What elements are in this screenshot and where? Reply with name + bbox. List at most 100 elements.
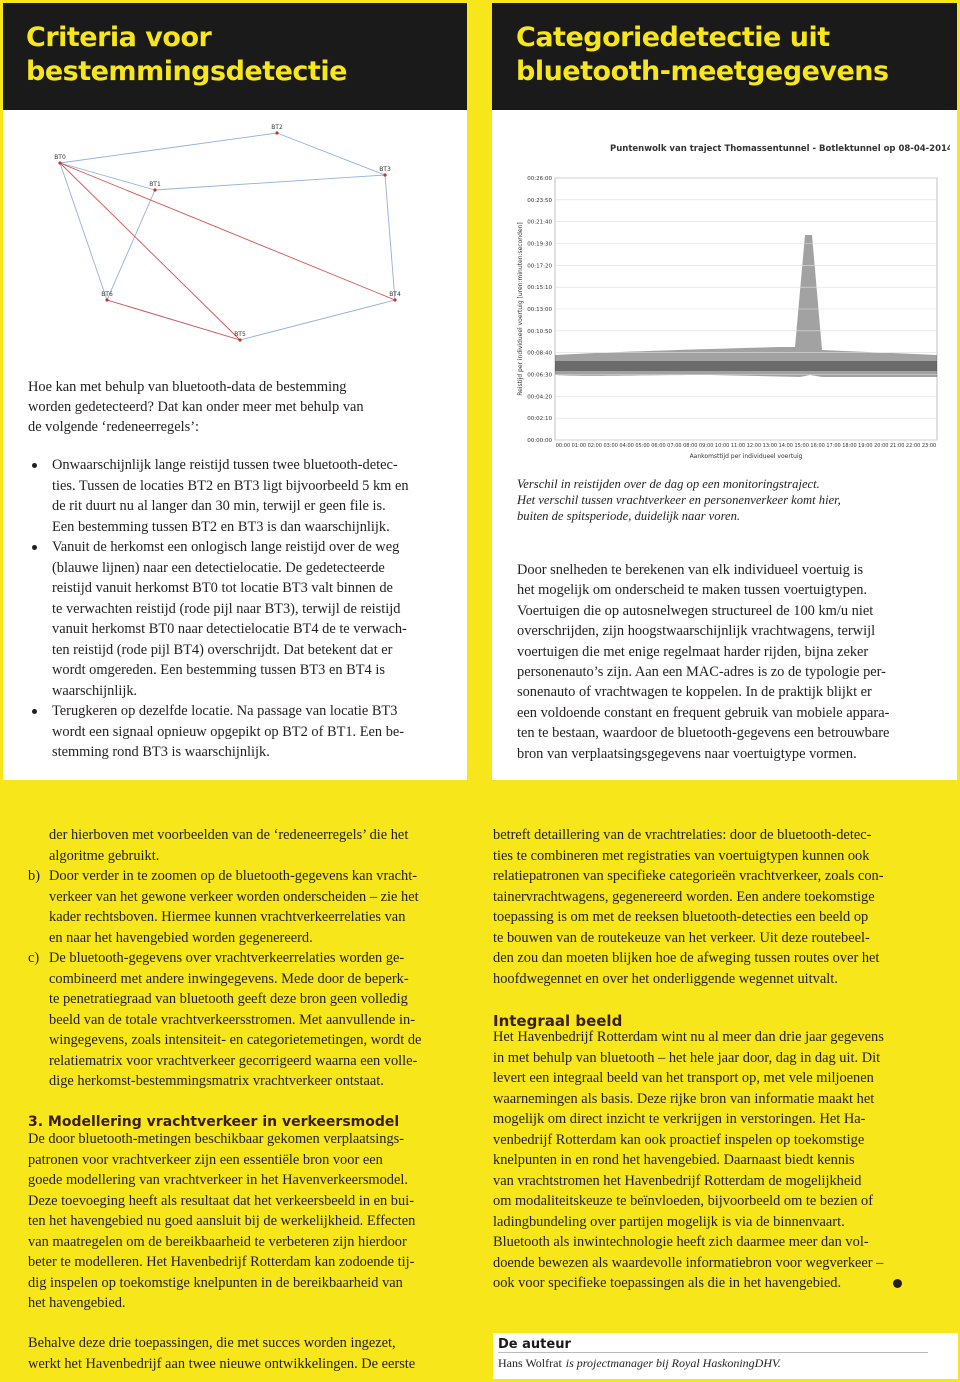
list-marker: c) — [28, 950, 40, 966]
panel-title: bestemmingsdetectie — [26, 56, 347, 87]
x-tick-label: 23:00 — [922, 443, 936, 449]
text-line: algoritme gebruikt. — [49, 847, 160, 864]
text-line: overschrijden, zijn hoogstwaarschijnlijk… — [517, 623, 876, 640]
x-tick-label: 05:00 — [635, 443, 649, 449]
text-line: dige herkomst-bestemmingsmatrix vrachtve… — [49, 1073, 384, 1089]
y-tick-label: 00:19:30 — [527, 242, 552, 248]
x-tick-label: 11:00 — [731, 443, 745, 449]
text-line: ten het havengebied nu goed aansluit bij… — [28, 1213, 416, 1229]
chart-title: Puntenwolk van traject Thomassentunnel -… — [610, 144, 950, 154]
text-line: Vanuit de herkomst een onlogisch lange r… — [52, 539, 400, 555]
text-line: Hoe kan met behulp van bluetooth-data de… — [28, 379, 347, 395]
caption-line: Verschil in reistijden over de dag op ee… — [517, 477, 820, 491]
y-tick-label: 00:00:00 — [527, 438, 552, 444]
y-tick-label: 00:02:10 — [527, 416, 552, 422]
text-line: ten reistijd (rode pijl BT4) overschrijd… — [52, 641, 393, 658]
text-line: Onwaarschijnlijk lange reistijd tussen t… — [52, 457, 398, 473]
text-line: sonenauto of vrachtwagen te koppelen. In… — [517, 684, 872, 701]
text-line: stemming rond BT3 is waarschijnlijk. — [52, 744, 270, 760]
text-line: het mogelijk om onderscheid te maken tus… — [517, 582, 868, 599]
text-line: te penetratiegraad van bluetooth geeft d… — [49, 991, 408, 1007]
node-label: BT3 — [379, 166, 391, 173]
text-line: ladingbundeling over partijen mogelijk i… — [493, 1213, 845, 1230]
text-line: patronen voor vrachtverkeer zijn een ess… — [28, 1151, 383, 1168]
x-tick-label: 20:00 — [874, 443, 888, 449]
text-line: knelpunten in en rond het havengebied. D… — [493, 1152, 855, 1168]
text-line: ties. Tussen de locaties BT2 en BT3 ligt… — [52, 477, 409, 494]
x-tick-label: 18:00 — [842, 443, 856, 449]
divider — [498, 1352, 928, 1353]
text-line: levert een integraal beeld van het trans… — [493, 1070, 874, 1086]
title-bar — [3, 3, 467, 110]
text-line: den zou dan moeten blijken hoe de afwegi… — [493, 950, 880, 966]
y-tick-label: 00:15:10 — [527, 285, 552, 291]
section-heading: 3. Modellering vrachtverkeer in verkeers… — [28, 1114, 400, 1130]
text-line: hoofdwegennet en over het onderliggende … — [493, 970, 838, 987]
text-line: Terugkeren op dezelfde locatie. Na passa… — [52, 703, 398, 719]
list-marker: b) — [28, 868, 40, 884]
node — [393, 298, 397, 302]
text-line: het havengebied. — [28, 1295, 126, 1311]
x-tick-label: 19:00 — [858, 443, 872, 449]
x-tick-label: 00:00 — [556, 443, 570, 449]
text-line: voertuigen die met enige regelmaat harde… — [517, 643, 869, 660]
text-line: en naar het havengebied worden gegeneree… — [49, 929, 313, 946]
y-tick-label: 00:08:40 — [527, 351, 552, 357]
scatter-chart: Puntenwolk van traject Thomassentunnel -… — [517, 144, 950, 460]
node-label: BT5 — [234, 331, 246, 338]
x-tick-label: 10:00 — [715, 443, 729, 449]
node — [238, 338, 242, 342]
text-line: ties te combineren met registraties van … — [493, 847, 870, 864]
node-label: BT2 — [271, 124, 283, 131]
x-axis-label: Aankomsttijd per individueel voertuig — [690, 453, 803, 460]
x-tick-label: 06:00 — [651, 443, 665, 449]
x-tick-label: 17:00 — [826, 443, 840, 449]
y-tick-label: 00:06:30 — [527, 373, 552, 379]
text-line: werkt het Havenbedrijf aan twee nieuwe o… — [28, 1355, 416, 1372]
text-line: in met behulp van bluetooth – het hele j… — [493, 1049, 881, 1066]
text-line: Deze toevoeging heeft als resultaat dat … — [28, 1192, 414, 1209]
text-line: bron van verplaatsingsgegevens naar voer… — [517, 745, 857, 762]
x-tick-label: 08:00 — [683, 443, 697, 449]
node — [58, 161, 62, 165]
text-line: dig inspelen op toekomstige knelpunten i… — [28, 1274, 403, 1291]
text-line: Voertuigen die op autosnelwegen structur… — [517, 602, 874, 619]
node — [275, 131, 279, 135]
node — [105, 298, 109, 302]
node-label: BT4 — [389, 291, 401, 298]
text-line: personenauto’s zijn. Aan een MAC-adres i… — [517, 664, 886, 680]
node-label: BT6 — [101, 291, 113, 298]
author-heading: De auteur — [498, 1337, 571, 1352]
text-line: der hierboven met voorbeelden van de ‘re… — [49, 827, 409, 843]
text-line: te bouwen van de routekeuze van het verk… — [493, 929, 870, 946]
node-label: BT1 — [149, 181, 161, 188]
text-line: verkeer van het gewone verkeer worden on… — [49, 888, 419, 905]
panel-title: Criteria voor — [26, 22, 212, 53]
expected-routes — [59, 162, 396, 341]
text-line: de rit duurt nu al langer dan 30 min, te… — [52, 498, 386, 514]
text-line: Door snelheden te berekenen van elk indi… — [517, 562, 864, 578]
text-line: worden gedetecteerd? Dat kan onder meer … — [28, 399, 364, 415]
author-name: Hans Wolfrat — [498, 1356, 562, 1370]
text-line: doende bewezen als waardevolle informati… — [493, 1254, 884, 1271]
panel-title: Categoriedetectie uit — [516, 22, 830, 53]
y-tick-label: 00:23:50 — [527, 198, 552, 204]
text-line: wordt omgereden. Een bestemming tussen B… — [52, 662, 385, 678]
section-heading: Integraal beeld — [493, 1012, 623, 1030]
text-line: relatiepatronen van specifieke categorie… — [493, 868, 884, 884]
y-tick-label: 00:26:00 — [527, 176, 552, 182]
text-line: waarnemingen als basis. Deze rijke bron … — [493, 1090, 875, 1107]
text-line: waarschijnlijk. — [52, 682, 138, 699]
x-tick-label: 15:00 — [794, 443, 808, 449]
author-line: Hans Wolfrat is projectmanager bij Royal … — [498, 1357, 781, 1369]
text-line: van maatregelen om de bereikbaarheid te … — [28, 1233, 407, 1250]
text-line: wingegevens, zoals intensiteit- en categ… — [49, 1032, 422, 1048]
bullet — [32, 709, 37, 714]
text-line: beter te modelleren. Het Havenbedrijf Ro… — [28, 1254, 415, 1270]
text-line: goede modellering van vrachtverkeer in h… — [28, 1172, 408, 1188]
x-tick-label: 21:00 — [890, 443, 904, 449]
y-tick-label: 00:10:50 — [527, 329, 552, 335]
text-line: ten te bestaan, waardoor de bluetooth-ge… — [517, 725, 890, 742]
bullet — [32, 545, 37, 550]
